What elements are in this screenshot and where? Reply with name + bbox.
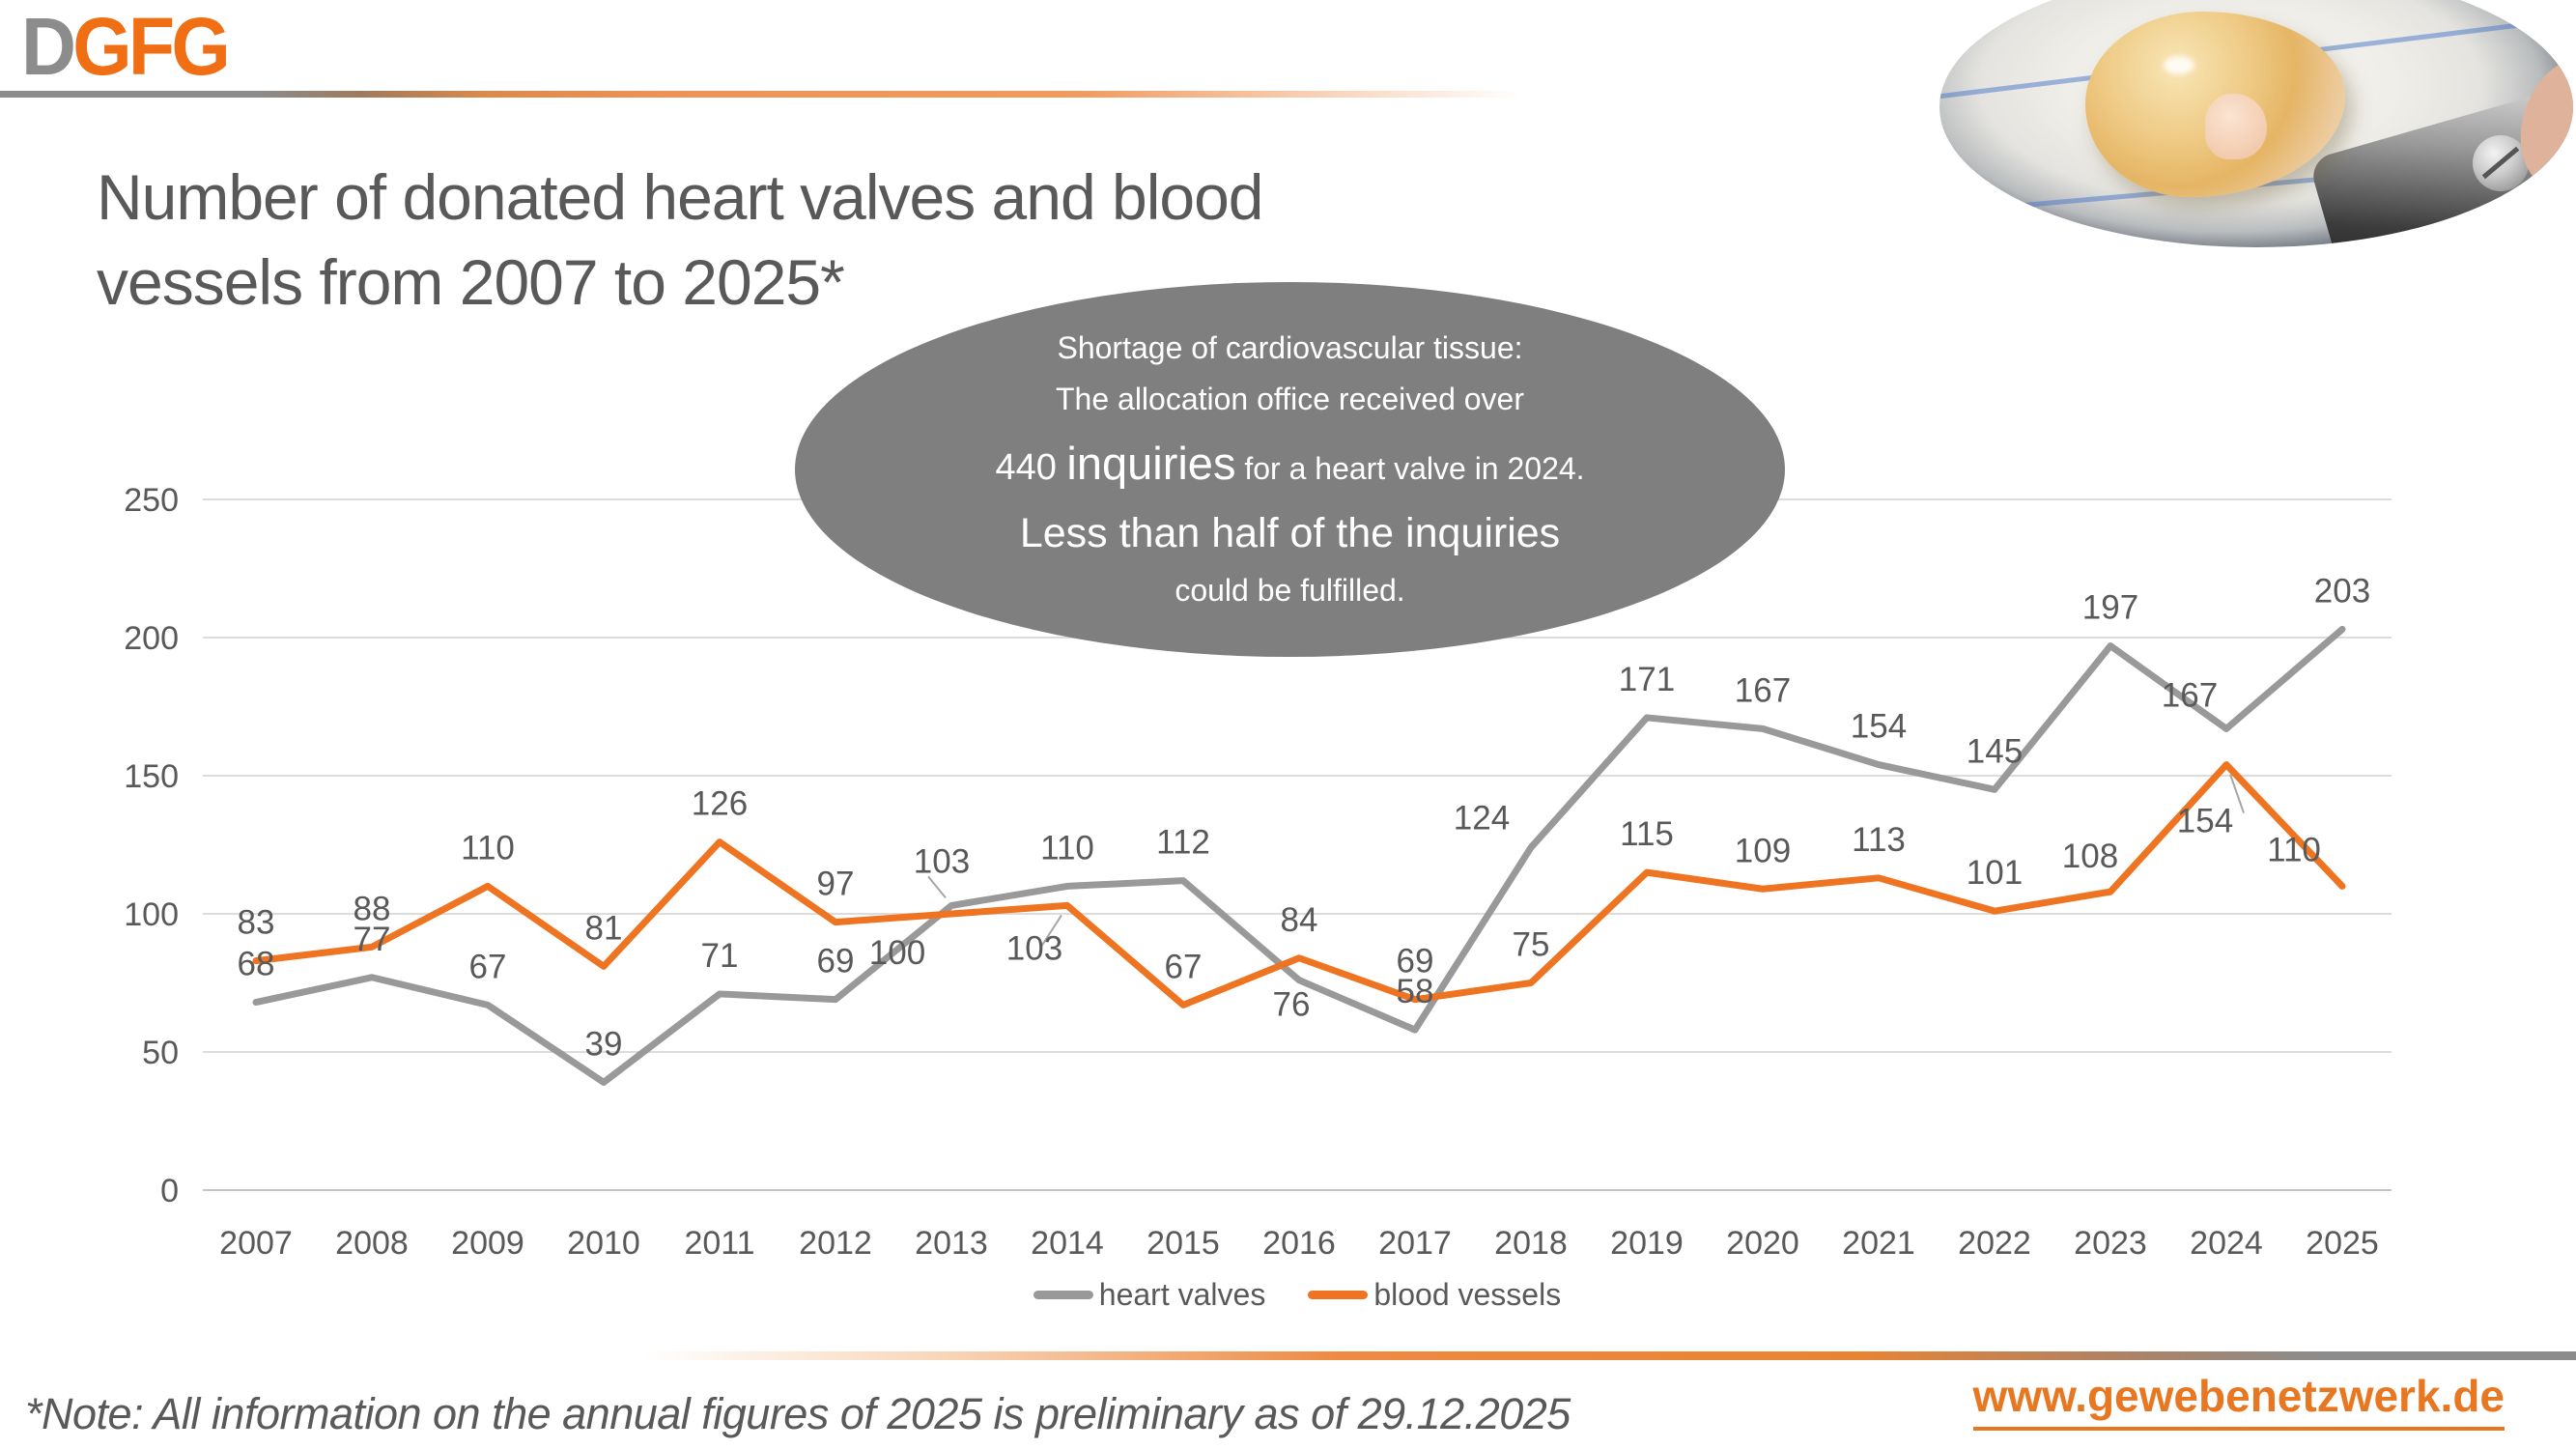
y-tick-label: 100 (124, 896, 179, 933)
data-label: 154 (1851, 708, 1907, 746)
x-tick-label: 2021 (1842, 1225, 1915, 1262)
label-leader-line (927, 875, 947, 899)
website-link[interactable]: www.gewebenetzwerk.de (1972, 1370, 2505, 1431)
y-tick-label: 150 (124, 758, 179, 795)
x-tick-label: 2011 (684, 1225, 754, 1262)
data-label: 197 (2082, 589, 2138, 627)
logo-letter-d: D (21, 1, 76, 92)
dgfg-logo: DGFG (21, 6, 231, 87)
logo-letters-gfg: GFG (72, 1, 231, 92)
x-tick-label: 2023 (2074, 1225, 2147, 1262)
footnote: *Note: All information on the annual fig… (25, 1389, 1571, 1438)
data-label: 112 (1156, 824, 1210, 862)
callout-line: Shortage of cardiovascular tissue: (1057, 330, 1523, 366)
blood-vessels-swatch (1308, 1291, 1369, 1299)
legend-item-heart-valves: heart valves (1033, 1277, 1266, 1313)
x-tick-label: 2008 (335, 1225, 409, 1262)
page-title: Number of donated heart valves and blood… (97, 161, 1264, 319)
data-label: 88 (354, 890, 391, 927)
tissue-highlight (2163, 56, 2194, 75)
data-label: 171 (1619, 661, 1675, 698)
data-label: 83 (238, 904, 275, 942)
x-tick-label: 2014 (1031, 1225, 1104, 1262)
callout-line3-suffix: for a heart valve in 2024. (1235, 451, 1585, 487)
legend-label: blood vessels (1373, 1277, 1562, 1312)
heart-valve-tissue (2084, 12, 2345, 197)
y-tick-label: 250 (124, 482, 179, 519)
y-tick-label: 50 (142, 1035, 179, 1071)
heart-valves-swatch (1033, 1291, 1093, 1299)
data-label: 103 (914, 842, 970, 880)
y-tick-label: 200 (124, 620, 179, 657)
x-tick-label: 2018 (1494, 1225, 1568, 1262)
data-label: 145 (1967, 732, 2023, 770)
top-divider-bar (0, 91, 2576, 98)
heart-valves-line (252, 625, 2346, 1086)
data-label: 110 (1040, 829, 1094, 867)
data-label: 69 (817, 943, 855, 980)
x-tick-label: 2007 (219, 1225, 293, 1262)
data-label: 110 (2267, 831, 2321, 868)
data-label: 103 (1006, 929, 1062, 967)
donated-tissue-photo (1939, 0, 2573, 247)
shortage-callout-ellipse: Shortage of cardiovascular tissue: The a… (795, 282, 1785, 657)
data-label: 167 (2162, 676, 2218, 714)
x-tick-label: 2009 (451, 1225, 524, 1262)
x-tick-label: 2019 (1610, 1225, 1684, 1262)
data-label: 77 (354, 921, 391, 958)
data-label: 71 (701, 937, 739, 975)
callout-line: Less than half of the inquiries (1019, 510, 1561, 557)
data-label: 100 (869, 934, 925, 972)
data-label: 167 (1735, 671, 1791, 709)
data-label: 69 (1397, 943, 1434, 980)
callout-line: The allocation office received over (1055, 382, 1524, 417)
callout-line: could be fulfilled. (1175, 572, 1405, 608)
callout-line: 440 inquiries for a heart valve in 2024. (995, 425, 1584, 502)
data-label: 113 (1852, 821, 1906, 859)
data-label: 84 (1281, 901, 1318, 939)
clamp-screw (2473, 135, 2530, 191)
data-label: 67 (1165, 948, 1203, 985)
data-label: 108 (2062, 838, 2118, 875)
chart-legend: heart valves blood vessels (203, 1277, 2392, 1313)
label-leader-line (2229, 774, 2245, 813)
x-tick-label: 2010 (567, 1225, 640, 1262)
data-label: 154 (2177, 803, 2233, 840)
data-label: 81 (585, 909, 623, 947)
data-label: 68 (238, 946, 275, 983)
data-label: 76 (1273, 986, 1311, 1024)
data-label: 110 (461, 829, 515, 867)
data-label: 115 (1620, 815, 1674, 853)
data-label: 101 (1967, 854, 2023, 892)
x-tick-label: 2012 (799, 1225, 872, 1262)
x-tick-label: 2022 (1958, 1225, 2031, 1262)
data-label: 203 (2314, 572, 2370, 610)
callout-inquiries: inquiries (1066, 438, 1236, 490)
x-tick-label: 2020 (1726, 1225, 1799, 1262)
data-label: 126 (692, 785, 748, 823)
data-label: 58 (1397, 973, 1434, 1010)
blood-vessels-line (252, 761, 2346, 1009)
data-label: 97 (817, 866, 855, 903)
x-tick-label: 2015 (1146, 1225, 1220, 1262)
callout-440: 440 (995, 447, 1067, 489)
label-leader-line (1039, 914, 1062, 949)
legend-item-blood-vessels: blood vessels (1308, 1277, 1561, 1313)
y-tick-label: 0 (160, 1173, 179, 1209)
legend-label: heart valves (1098, 1277, 1266, 1312)
data-label: 124 (1454, 799, 1510, 837)
x-tick-label: 2024 (2190, 1225, 2263, 1262)
data-label: 75 (1513, 926, 1550, 964)
data-label: 67 (469, 948, 507, 985)
x-tick-label: 2025 (2306, 1225, 2379, 1262)
tissue-pink-lobe (2204, 93, 2268, 160)
data-label: 109 (1735, 832, 1791, 869)
x-tick-label: 2017 (1378, 1225, 1452, 1262)
x-tick-label: 2013 (915, 1225, 988, 1262)
bottom-divider-bar (0, 1351, 2576, 1360)
data-label: 39 (585, 1025, 623, 1063)
x-tick-label: 2016 (1262, 1225, 1336, 1262)
